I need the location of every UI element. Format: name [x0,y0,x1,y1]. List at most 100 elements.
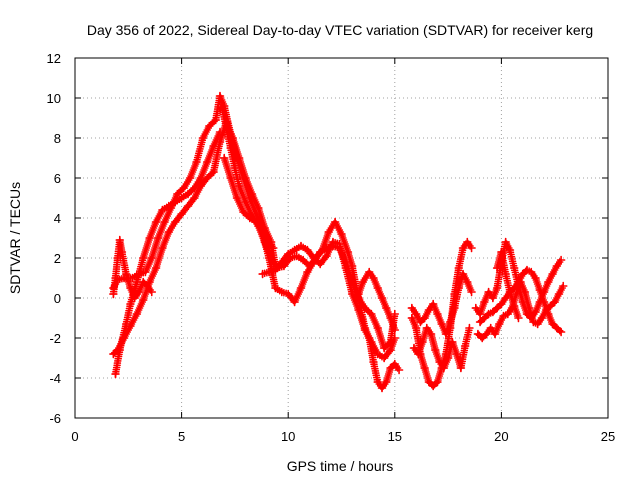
data-point [330,217,340,227]
data-point [303,267,312,277]
data-point [277,287,287,297]
data-point [215,127,225,137]
data-point [454,283,464,293]
data-point [177,193,186,203]
data-point [458,269,468,279]
data-point [509,301,519,311]
data-point [448,337,457,347]
data-point [437,319,447,329]
data-point [503,309,513,319]
data-point [381,377,391,387]
data-point [558,281,568,291]
data-point [428,299,438,309]
data-point [407,313,417,323]
data-point [296,283,306,293]
series-sat-j [409,323,474,373]
data-point [303,245,312,255]
data-point [367,309,376,319]
data-point [390,325,400,335]
data-point [377,383,387,393]
data-point [158,205,167,215]
data-point [556,327,566,337]
data-point [501,269,510,279]
data-point [386,363,395,373]
data-point [239,207,248,217]
y-axis-label: SDTVAR / TECUs [7,182,23,294]
data-point [151,263,161,273]
data-point [431,345,440,355]
data-point [183,201,193,211]
data-point [160,217,169,227]
series-track [109,118,279,358]
data-point [290,245,299,255]
data-point [473,329,483,339]
data-point [138,277,148,287]
data-point [494,319,504,329]
data-point [185,173,195,183]
data-point [226,143,235,153]
data-point [190,183,199,193]
data-point [209,167,218,177]
data-point [418,337,427,347]
data-point [134,287,144,297]
data-point [471,303,481,313]
data-point [428,381,438,391]
data-point [514,277,523,287]
data-point [433,309,442,319]
y-tick-label: 8 [54,131,61,146]
data-point [296,241,306,251]
data-point [217,103,227,113]
data-point [548,319,557,329]
ticks-layer: 0 5 10 15 20 25 -6 -4 -2 0 2 4 6 8 10 12 [47,51,616,444]
data-point [379,353,389,363]
data-point [115,345,125,355]
series-sat-c [111,127,225,379]
data-point [153,233,163,243]
series-sat-h [354,267,400,335]
data-point [531,273,540,283]
data-point [492,303,502,313]
data-point [501,293,510,303]
data-point [441,329,451,339]
data-point [501,237,510,247]
series-layer [109,91,568,393]
data-point [497,247,506,257]
data-point [475,309,485,319]
data-point [230,163,240,173]
data-point [488,293,498,303]
data-point [379,343,389,353]
data-point [433,377,442,387]
y-tick-label: 4 [54,211,61,226]
data-point [420,313,429,323]
data-point [170,197,180,207]
data-point [533,319,542,329]
data-point [309,253,319,263]
y-tick-label: -2 [49,331,61,346]
data-point [283,289,293,299]
data-point [411,309,421,319]
data-point [480,313,489,323]
data-point [480,297,489,307]
data-point [518,269,528,279]
data-point [539,297,549,307]
data-point [413,349,423,359]
data-point [283,249,293,259]
data-point [409,343,419,353]
data-point [488,307,498,317]
data-point [138,253,148,263]
data-point [298,255,308,265]
data-point [420,363,429,373]
data-point [121,269,131,279]
data-point [458,243,468,253]
data-point [121,319,131,329]
data-point [373,377,383,387]
x-tick-label: 25 [601,429,615,444]
data-point [416,317,425,327]
data-point [113,253,122,263]
data-point [258,229,267,239]
series-sat-k [407,269,476,339]
data-point [341,263,351,273]
data-point [173,189,182,199]
data-point [548,269,557,279]
data-point [369,273,378,283]
